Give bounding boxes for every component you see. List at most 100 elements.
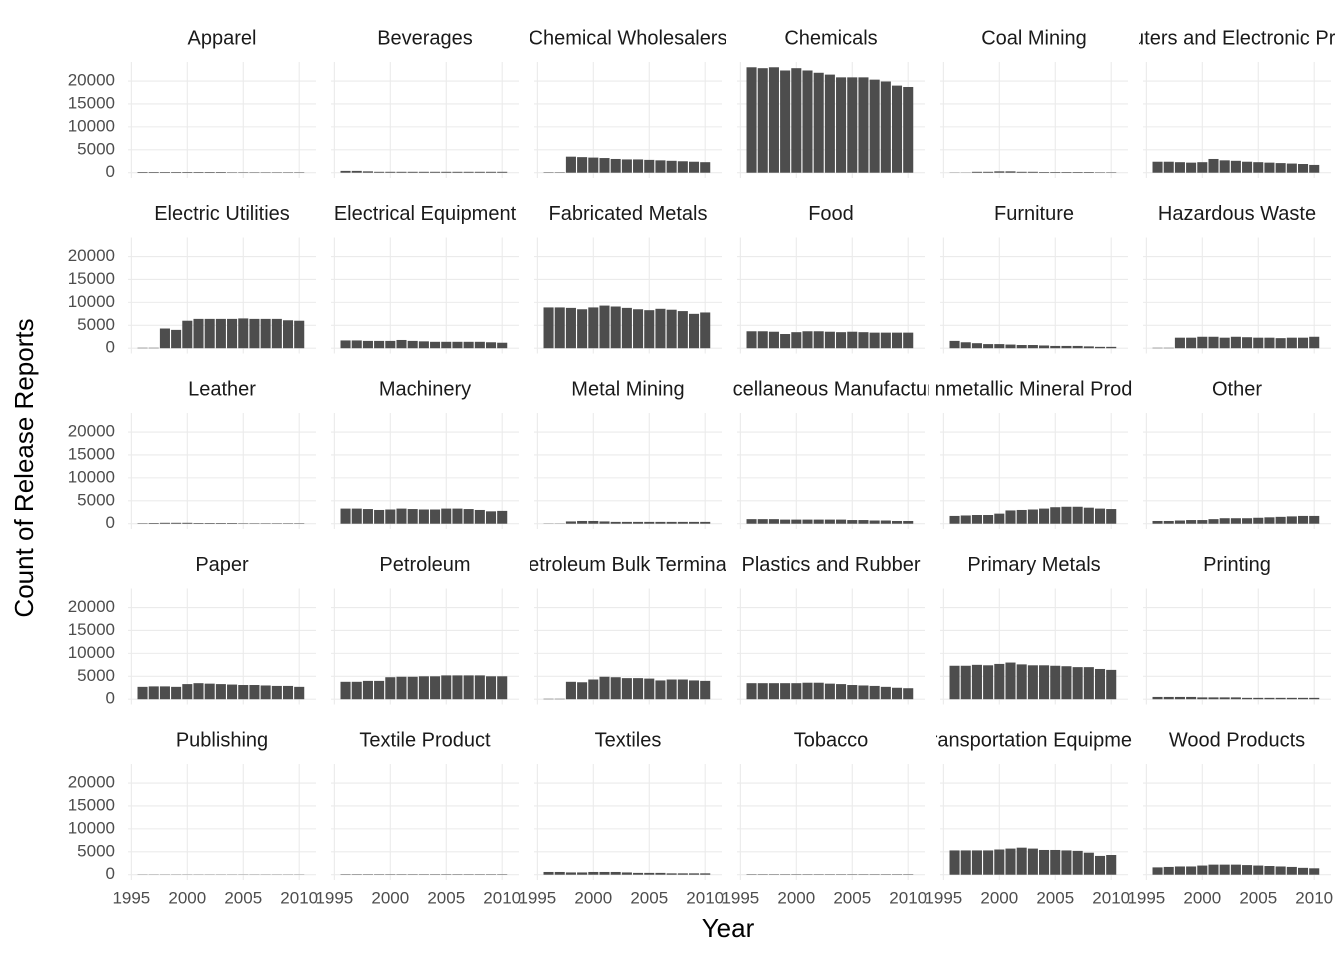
- bar: [1016, 664, 1027, 700]
- bar: [1264, 337, 1275, 349]
- bar: [824, 74, 835, 173]
- bar: [1286, 163, 1297, 173]
- bar: [994, 513, 1005, 524]
- facet-title: Apparel: [188, 27, 257, 49]
- bar: [1016, 171, 1027, 173]
- bar: [1208, 864, 1219, 875]
- y-tick-label: 5000: [77, 315, 115, 334]
- bar: [746, 683, 757, 700]
- bar: [1186, 866, 1197, 875]
- bar: [1174, 696, 1185, 700]
- bar: [227, 318, 238, 349]
- bar: [396, 171, 407, 173]
- bar: [880, 686, 891, 700]
- bar: [903, 520, 914, 524]
- bar: [1027, 171, 1038, 173]
- bar: [1230, 864, 1241, 875]
- facet-title: Miscellaneous Manufacturing: [701, 378, 960, 400]
- panel: Hazardous Waste: [1143, 203, 1331, 354]
- bar: [1072, 172, 1083, 173]
- bar: [949, 340, 960, 349]
- bar: [485, 511, 497, 524]
- bar: [452, 675, 463, 700]
- bar: [1297, 164, 1309, 173]
- x-tick-label: 2000: [1183, 888, 1221, 907]
- bar: [1219, 697, 1230, 700]
- x-tick-label: 2005: [630, 888, 668, 907]
- bar: [700, 162, 711, 173]
- facet-title: Nonmetallic Mineral Product: [909, 378, 1160, 400]
- facet-title: Tobacco: [794, 729, 869, 751]
- bar: [1242, 161, 1253, 173]
- bar: [1050, 665, 1061, 700]
- bar: [385, 677, 396, 700]
- bar: [577, 872, 588, 875]
- bar: [813, 682, 824, 700]
- panel: Transportation Equipment 1995 2000 2005 2010: [924, 729, 1132, 907]
- bar: [802, 70, 813, 173]
- bar: [655, 872, 666, 875]
- facet-title: Textiles: [595, 729, 662, 751]
- y-tick-label: 5000: [77, 841, 115, 860]
- bar: [1106, 669, 1117, 700]
- bar: [1264, 697, 1275, 700]
- facet-title: Primary Metals: [967, 554, 1100, 576]
- bar: [418, 171, 429, 173]
- facet-title: Leather: [188, 378, 256, 400]
- bar: [757, 683, 768, 700]
- bar: [193, 318, 204, 349]
- bar: [430, 341, 441, 349]
- bar: [1275, 163, 1286, 173]
- x-tick-label: 1995: [112, 888, 150, 907]
- bar: [869, 685, 880, 700]
- bar: [1286, 516, 1297, 524]
- bar: [869, 520, 880, 524]
- facet-title: Textile Product: [359, 729, 491, 751]
- bar: [1208, 158, 1219, 173]
- bar: [813, 72, 824, 173]
- bar: [1253, 337, 1264, 349]
- bar: [1094, 346, 1106, 349]
- bar: [148, 172, 159, 173]
- bar: [159, 522, 170, 524]
- bar: [677, 873, 688, 875]
- bar: [1197, 336, 1208, 349]
- y-tick-label: 20000: [68, 597, 115, 616]
- bar: [836, 332, 847, 349]
- bar: [688, 873, 700, 875]
- y-tick-label: 10000: [68, 818, 115, 837]
- bar: [554, 871, 565, 875]
- x-tick-label: 1995: [924, 888, 962, 907]
- bar: [780, 683, 791, 700]
- bar: [497, 171, 508, 173]
- panel: Primary Metals: [940, 554, 1128, 705]
- bar: [791, 68, 802, 173]
- bar: [474, 341, 485, 349]
- bar: [891, 520, 903, 524]
- bar: [983, 665, 994, 700]
- bar: [824, 331, 835, 349]
- bar: [1027, 509, 1038, 524]
- bar: [1275, 697, 1286, 700]
- bar: [791, 332, 802, 349]
- bar: [1286, 337, 1297, 349]
- bar: [485, 171, 497, 173]
- bar: [666, 521, 677, 524]
- bar: [1050, 172, 1061, 173]
- bar: [903, 86, 914, 173]
- bar: [780, 519, 791, 524]
- bar: [271, 685, 282, 700]
- bar: [340, 508, 351, 524]
- bar: [577, 157, 588, 173]
- bar: [869, 332, 880, 349]
- bar: [1208, 519, 1219, 524]
- x-tick-label: 2010: [483, 888, 521, 907]
- bar: [362, 340, 373, 349]
- bar: [385, 509, 396, 524]
- bar: [891, 687, 903, 700]
- bar: [430, 676, 441, 700]
- y-tick-label: 0: [106, 162, 115, 181]
- bar: [171, 522, 182, 524]
- bar: [249, 685, 260, 700]
- bar: [858, 685, 869, 700]
